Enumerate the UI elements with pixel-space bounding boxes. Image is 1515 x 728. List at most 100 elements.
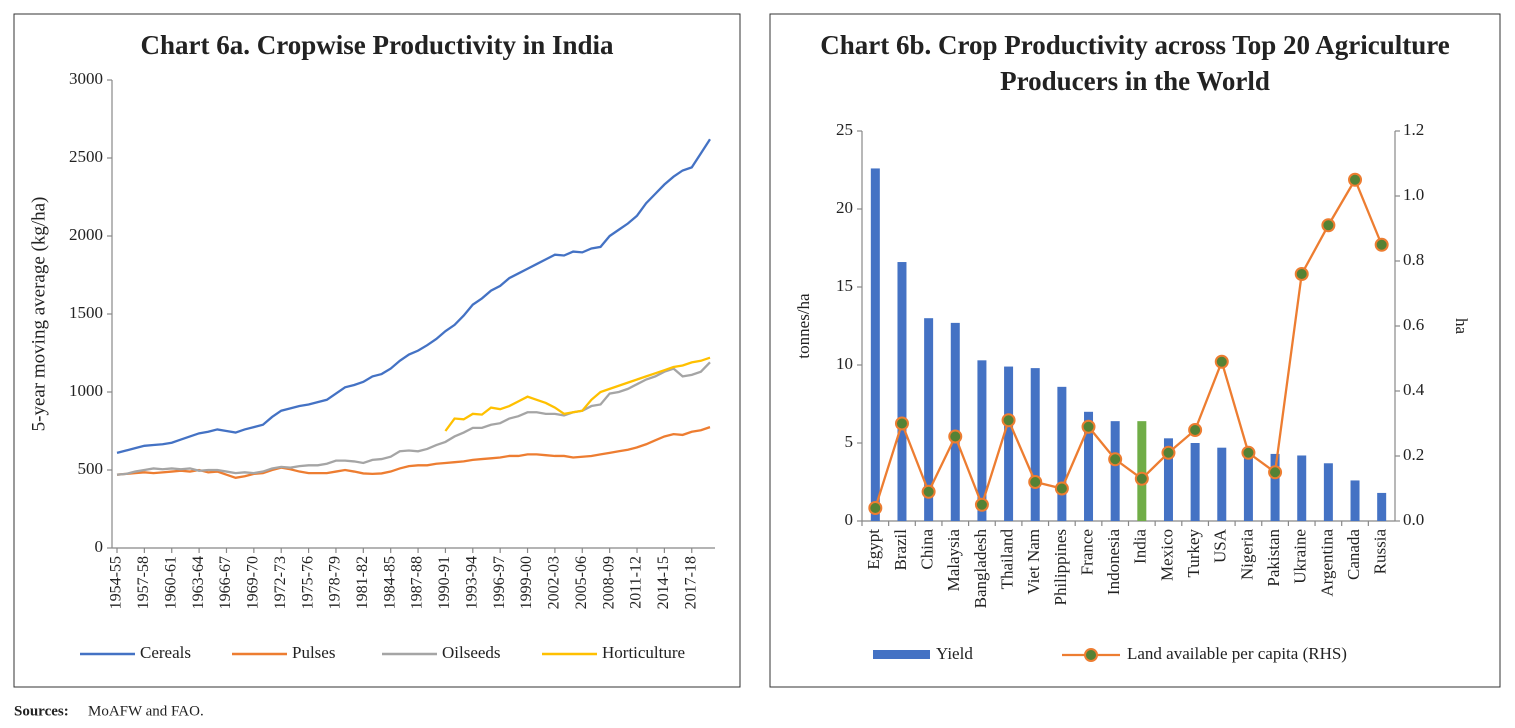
x-tick-label: 1966-67 <box>217 556 234 609</box>
bar <box>1110 421 1120 521</box>
marker <box>1028 475 1043 489</box>
bar <box>1030 368 1040 521</box>
panel-a <box>13 13 741 688</box>
x-tick-label: Argentina <box>1317 529 1336 597</box>
x-tick-label: Egypt <box>864 529 883 570</box>
y-tick-label: 15 <box>836 276 853 295</box>
marker <box>1294 267 1309 281</box>
y-axis-label: 5-year moving average (kg/ha) <box>28 197 49 432</box>
panel-b <box>769 13 1501 688</box>
bar <box>870 168 880 521</box>
bar <box>1377 492 1387 521</box>
footer-text: MoAFW and FAO. <box>88 703 204 719</box>
marker <box>1214 354 1229 369</box>
y-tick-label: 0 <box>95 537 104 556</box>
y-tick-label: 2000 <box>69 225 103 244</box>
y-tick-label: 1000 <box>69 381 103 400</box>
marker <box>868 501 883 515</box>
x-tick-label: 2014-15 <box>655 556 672 609</box>
series-line <box>116 361 711 476</box>
x-tick-label: Turkey <box>1184 529 1203 578</box>
chart-title: Chart 6a. Cropwise Productivity in India <box>140 30 614 60</box>
marker <box>1268 465 1283 480</box>
marker <box>1188 423 1203 437</box>
x-tick-label: Philippines <box>1051 529 1070 606</box>
x-tick-label: China <box>918 529 937 570</box>
x-tick-label: Mexico <box>1157 529 1176 581</box>
legend-label: Cereals <box>140 643 191 662</box>
marker <box>1081 419 1096 434</box>
x-tick-label: 2011-12 <box>628 556 645 609</box>
y2-tick-label: 1.2 <box>1403 120 1424 139</box>
x-tick-label: 1960-61 <box>162 556 179 609</box>
y-tick-label: 20 <box>836 198 853 217</box>
bar <box>1190 443 1200 521</box>
bar <box>1297 455 1307 521</box>
bar <box>1057 386 1067 521</box>
x-tick-label: 1957-58 <box>135 556 152 609</box>
x-tick-label: Brazil <box>891 529 910 571</box>
x-tick-label: USA <box>1211 528 1230 563</box>
x-tick-label: 1987-88 <box>409 556 426 609</box>
legend-label: Pulses <box>292 643 335 662</box>
x-tick-label: Ukraine <box>1291 529 1310 584</box>
x-tick-label: Indonesia <box>1104 529 1123 596</box>
bar <box>1004 366 1014 521</box>
x-tick-label: 1975-76 <box>299 556 316 609</box>
y2-tick-label: 1.0 <box>1403 185 1424 204</box>
x-tick-label: Canada <box>1344 529 1363 580</box>
y-tick-label: 0 <box>845 510 854 529</box>
x-tick-label: France <box>1077 529 1096 575</box>
x-tick-label: India <box>1131 529 1150 564</box>
x-tick-label: Pakistan <box>1264 529 1283 587</box>
marker <box>948 429 963 444</box>
x-tick-label: 1999-00 <box>518 556 535 609</box>
y-tick-label: 500 <box>78 459 104 478</box>
x-tick-label: 2005-06 <box>573 556 590 609</box>
legend-label: Yield <box>936 644 973 663</box>
bar <box>977 360 987 521</box>
y-tick-label: 25 <box>836 120 853 139</box>
x-tick-label: 2008-09 <box>600 556 617 609</box>
x-tick-label: 1984-85 <box>381 556 398 609</box>
bar <box>1217 447 1227 521</box>
y-tick-label: 2500 <box>69 147 103 166</box>
series-line <box>444 356 711 432</box>
marker <box>1001 413 1016 428</box>
y-tick-label: 10 <box>836 354 853 373</box>
x-tick-label: 1972-73 <box>272 556 289 609</box>
marker <box>1348 172 1363 187</box>
marker <box>1374 237 1389 252</box>
bar <box>1137 421 1147 521</box>
y-tick-label: 1500 <box>69 303 103 322</box>
x-tick-label: 1981-82 <box>354 556 371 609</box>
legend-label: Land available per capita (RHS) <box>1127 644 1347 663</box>
x-tick-label: 1978-79 <box>327 556 344 609</box>
bar <box>1323 463 1333 521</box>
x-tick-label: Thailand <box>997 529 1016 590</box>
x-tick-label: 2017-18 <box>682 556 699 609</box>
bar <box>1350 480 1360 521</box>
marker <box>1161 445 1176 460</box>
y2-tick-label: 0.2 <box>1403 445 1424 464</box>
marker <box>974 497 989 512</box>
y-axis-label: tonnes/ha <box>794 293 813 359</box>
footer-label: Sources: <box>14 703 69 719</box>
bar <box>897 262 907 521</box>
x-tick-label: Malaysia <box>944 529 963 592</box>
legend-label: Horticulture <box>602 643 685 662</box>
series-line <box>116 426 711 479</box>
bar <box>1270 453 1280 521</box>
y2-tick-label: 0.6 <box>1403 315 1424 334</box>
y2-tick-label: 0.0 <box>1403 510 1424 529</box>
chart-title: Chart 6b. Crop Productivity across Top 2… <box>820 30 1450 60</box>
bar <box>924 318 934 521</box>
series-line <box>874 177 1383 509</box>
marker <box>1321 218 1336 233</box>
marker <box>894 416 909 431</box>
x-tick-label: 2002-03 <box>546 556 563 609</box>
y-tick-label: 3000 <box>69 69 103 88</box>
marker <box>1134 471 1149 486</box>
x-tick-label: 1969-70 <box>245 556 262 609</box>
legend-label: Oilseeds <box>442 643 501 662</box>
